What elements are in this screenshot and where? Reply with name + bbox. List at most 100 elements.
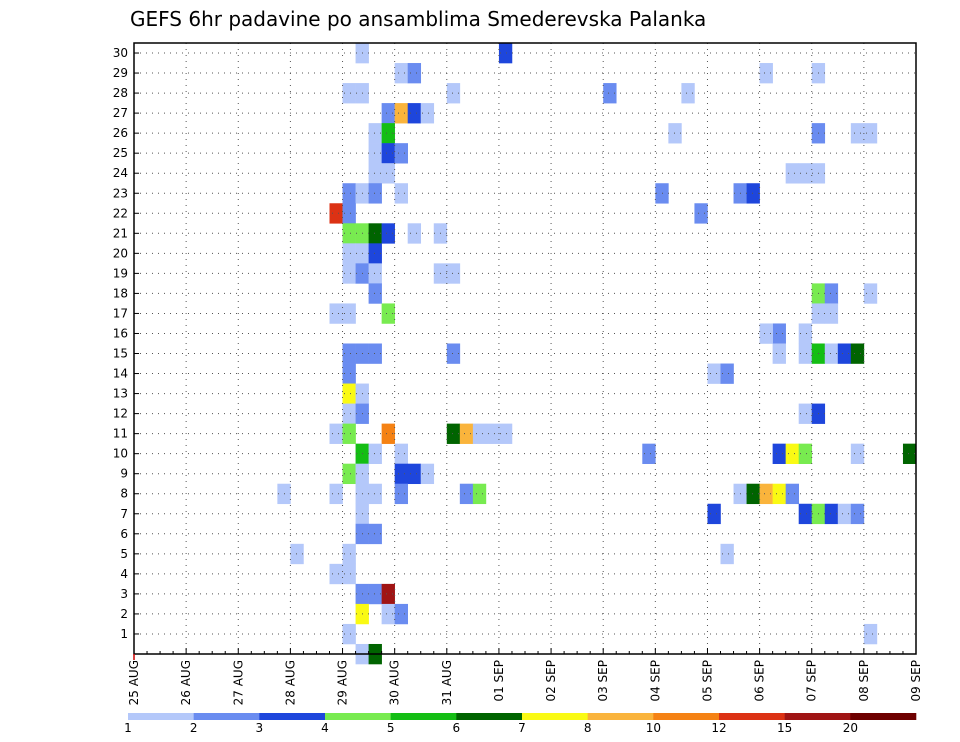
x-tick-label: 03 SEP — [596, 660, 610, 702]
y-tick-label: 22 — [113, 206, 128, 220]
heatmap-cell — [772, 443, 786, 464]
legend-swatch — [128, 713, 194, 720]
legend-label: 4 — [321, 721, 329, 735]
y-tick-label: 4 — [120, 567, 128, 581]
heatmap-cell — [394, 103, 408, 124]
y-tick-label: 11 — [113, 427, 128, 441]
heatmap-cell — [342, 403, 356, 424]
heatmap-cell — [342, 543, 356, 565]
heatmap-cell — [342, 243, 356, 264]
y-tick-label: 29 — [113, 66, 128, 80]
heatmap-cell — [824, 303, 839, 324]
y-tick-label: 30 — [113, 46, 128, 60]
legend-swatch — [390, 713, 457, 720]
heatmap-cell — [394, 603, 408, 625]
heatmap-cell — [472, 423, 487, 444]
heatmap-cell — [642, 443, 656, 464]
heatmap-cell — [381, 163, 395, 184]
legend-label: 12 — [711, 721, 726, 735]
y-tick-label: 15 — [113, 347, 128, 361]
x-tick-label: 30 AUG — [388, 660, 402, 705]
heatmap-cell — [798, 403, 813, 424]
x-tick-label: 29 AUG — [336, 660, 350, 705]
heatmap-cell — [394, 183, 408, 204]
heatmap-cell — [368, 343, 382, 364]
x-tick-label: 09 SEP — [909, 660, 923, 702]
legend-swatch — [784, 713, 851, 720]
x-tick-label: 27 AUG — [231, 660, 245, 705]
heatmap-cells — [277, 43, 917, 665]
heatmap-cell — [459, 483, 474, 505]
heatmap-cell — [785, 483, 799, 505]
heatmap-cell — [798, 443, 813, 464]
heatmap-cell — [342, 263, 356, 284]
legend-label: 1 — [124, 721, 132, 735]
heatmap-cell — [381, 123, 395, 144]
x-tick-label: 02 SEP — [544, 660, 558, 702]
heatmap-cell — [381, 103, 395, 124]
heatmap-cell — [342, 423, 356, 444]
heatmap-cell — [446, 423, 461, 444]
legend-swatch — [719, 713, 785, 720]
heatmap-cell — [798, 163, 813, 184]
heatmap-cell — [850, 343, 865, 364]
heatmap-cell — [850, 443, 865, 464]
heatmap-cell — [381, 583, 395, 605]
heatmap-cell — [824, 283, 839, 304]
x-tick-label: 25 AUG — [127, 660, 141, 705]
x-tick-label: 01 SEP — [492, 660, 506, 702]
x-tick-label: 05 SEP — [700, 660, 714, 702]
legend-swatch — [522, 713, 588, 720]
x-tick-label: 31 AUG — [440, 660, 454, 705]
heatmap-cell — [381, 303, 395, 324]
heatmap-cell — [342, 343, 356, 364]
y-tick-label: 23 — [113, 186, 128, 200]
heatmap-cell — [759, 483, 773, 505]
heatmap-cell — [342, 463, 356, 485]
heatmap-cell — [446, 263, 461, 284]
heatmap-cell — [368, 143, 382, 164]
heatmap-cell — [707, 503, 721, 525]
legend-label: 5 — [387, 721, 395, 735]
x-axis-ticks: 25 AUG 26 AUG 27 AUG 28 AUG 29 AUG 30 AUG 31 A… — [127, 648, 923, 705]
heatmap-cell — [342, 563, 356, 585]
y-tick-label: 18 — [113, 286, 128, 300]
y-tick-label: 6 — [120, 527, 128, 541]
y-tick-label: 13 — [113, 387, 128, 401]
heatmap-cell — [381, 223, 395, 244]
heatmap-cell — [798, 343, 813, 364]
heatmap-cell — [290, 543, 304, 565]
legend-label: 2 — [190, 721, 198, 735]
y-tick-label: 10 — [113, 447, 128, 461]
heatmap-cell — [381, 423, 395, 444]
legend-swatch — [653, 713, 720, 720]
heatmap-cell — [368, 243, 382, 264]
legend-label: 7 — [518, 721, 526, 735]
y-axis-ticks: 1234567891011121314151617181920212223242… — [113, 46, 139, 641]
y-tick-label: 16 — [113, 326, 128, 340]
heatmap-cell — [329, 303, 343, 324]
chart-title: GEFS 6hr padavine po ansamblima Smederev… — [130, 7, 706, 31]
heatmap-cell — [329, 203, 343, 224]
y-tick-label: 9 — [120, 467, 128, 481]
heatmap-cell — [798, 503, 813, 525]
heatmap-cell — [368, 583, 382, 605]
heatmap-cell — [368, 443, 382, 464]
heatmap-cell — [863, 283, 878, 304]
heatmap-cell — [746, 483, 760, 505]
legend-label: 15 — [777, 721, 792, 735]
heatmap-cell — [394, 463, 408, 485]
heatmap-cell — [720, 363, 734, 384]
heatmap-cell — [342, 383, 356, 404]
heatmap-cell — [746, 183, 760, 204]
heatmap-cell — [785, 163, 799, 184]
y-tick-label: 3 — [120, 587, 128, 601]
y-tick-label: 27 — [113, 106, 128, 120]
heatmap-cell — [694, 203, 708, 224]
heatmap-cell — [407, 223, 422, 244]
heatmap-cell — [837, 503, 852, 525]
heatmap-cell — [863, 123, 878, 144]
x-tick-label: 06 SEP — [753, 660, 767, 702]
legend-label: 8 — [584, 721, 592, 735]
